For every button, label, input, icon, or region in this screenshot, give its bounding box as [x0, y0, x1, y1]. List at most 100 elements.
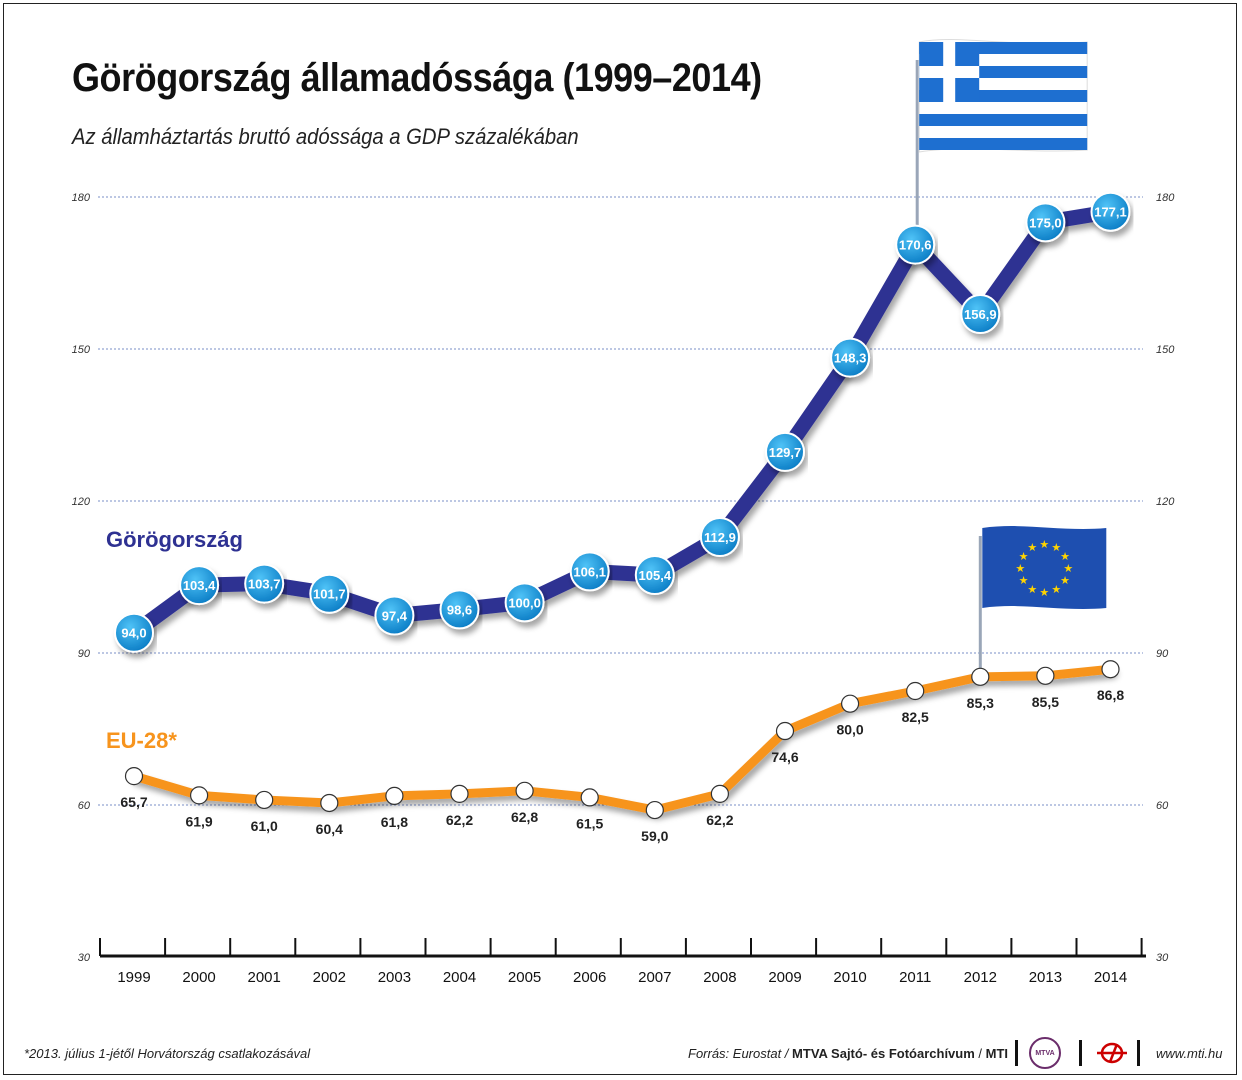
eu-flag-field: [982, 526, 1107, 609]
eu-star-icon: ★: [1027, 541, 1037, 554]
mti-logo-icon: [1097, 1042, 1127, 1064]
eu-star-icon: ★: [1060, 550, 1070, 563]
greece-data-point: [830, 337, 871, 378]
x-tick-label: 2003: [378, 969, 411, 986]
eu-data-label: 85,5: [1032, 694, 1059, 710]
eu-data-label: 61,5: [576, 815, 603, 831]
eu-series-line: [129, 664, 1115, 815]
x-tick-label: 2000: [182, 969, 215, 986]
separator-1: [1015, 1040, 1018, 1066]
eu-star-icon: ★: [1039, 538, 1049, 551]
eu-data-point: [385, 786, 404, 805]
greece-data-label: 98,6: [447, 602, 472, 617]
eu-data-point: [840, 694, 860, 713]
greece-series-line: [126, 204, 1118, 641]
x-tick-label: 2014: [1094, 969, 1127, 986]
x-tick-label: 2006: [573, 969, 606, 986]
eu-data-point: [710, 784, 730, 803]
greece-data-label: 103,7: [248, 577, 281, 592]
eu-data-label: 62,2: [446, 812, 473, 828]
eu-star-icon: ★: [1027, 583, 1037, 596]
eu-data-label: 74,6: [771, 749, 798, 765]
x-tick-label: 2005: [508, 969, 541, 986]
greece-data-label: 105,4: [639, 568, 672, 583]
y-tick-label-right: 180: [1156, 192, 1175, 204]
separator-2: [1079, 1040, 1082, 1066]
page-title: Görögország államadóssága (1999–2014): [72, 56, 762, 100]
x-tick-label: 2013: [1029, 969, 1062, 986]
eu-data-point: [645, 800, 664, 820]
greece-data-label: 106,1: [573, 564, 606, 579]
y-tick-label-right: 60: [1156, 800, 1169, 812]
eu-data-point: [124, 767, 144, 786]
greece-data-point: [699, 516, 740, 557]
greece-data-point: [114, 612, 154, 653]
eu-data-point: [255, 790, 274, 810]
y-tick-label-left: 60: [78, 800, 91, 812]
eu-data-label: 62,8: [511, 809, 538, 825]
greek-flag-stripe: [919, 138, 1088, 150]
source-mti: MTI: [985, 1046, 1009, 1061]
eu-data-point: [775, 721, 795, 741]
x-tick-label: 2007: [638, 969, 671, 986]
greece-data-label: 100,0: [508, 595, 541, 610]
y-tick-label-left: 120: [72, 496, 91, 508]
greece-data-label: 97,4: [382, 609, 408, 624]
x-tick-label: 1999: [117, 969, 150, 986]
greece-data-point: [765, 431, 805, 472]
separator-3: [1137, 1040, 1140, 1066]
eu-data-label: 82,5: [902, 709, 929, 725]
greek-flag-stripe: [919, 114, 1088, 126]
eu-data-point: [1101, 660, 1120, 679]
eu-data-label: 61,9: [185, 813, 212, 829]
source-separator: /: [974, 1046, 986, 1061]
source-org: MTVA Sajtó- és Fotóarchívum: [792, 1046, 975, 1061]
greece-data-point: [634, 554, 675, 595]
greece-data-point: [374, 595, 415, 636]
eu-star-icon: ★: [1051, 583, 1061, 596]
website-url: www.mti.hu: [1156, 1046, 1223, 1061]
mtva-logo-icon: MTVA: [1029, 1037, 1061, 1069]
greece-data-label: 148,3: [834, 351, 867, 366]
eu-star-icon: ★: [1063, 562, 1073, 575]
source-credit: Forrás: Eurostat / MTVA Sajtó- és Fotóar…: [688, 1046, 1008, 1061]
greece-data-label: 129,7: [769, 445, 802, 460]
greece-data-label: 112,9: [704, 530, 736, 545]
x-tick-label: 2008: [703, 969, 736, 986]
eu-data-label: 85,3: [967, 695, 994, 711]
eu-data-point: [580, 788, 599, 807]
greece-data-point: [439, 589, 480, 630]
eu-data-point: [515, 781, 534, 800]
y-tick-label-left: 30: [78, 952, 91, 964]
eu-star-icon: ★: [1015, 562, 1025, 575]
eu-star-icon: ★: [1060, 574, 1070, 587]
y-tick-label-right: 90: [1156, 648, 1169, 660]
greece-data-point: [895, 224, 936, 265]
y-tick-label-left: 180: [72, 192, 91, 204]
eu-data-label: 59,0: [641, 828, 668, 844]
eu-data-point: [1036, 666, 1055, 685]
x-tick-label: 2004: [443, 969, 476, 986]
x-tick-label: 2010: [833, 969, 866, 986]
eu-data-point: [906, 681, 925, 701]
eu-data-point: [190, 786, 209, 805]
eu-data-point: [971, 667, 990, 686]
y-tick-label-left: 150: [72, 344, 91, 356]
x-tick-label: 2001: [248, 969, 281, 986]
greece-data-point: [1090, 191, 1131, 232]
eu-data-label: 61,0: [251, 818, 278, 834]
eu-data-label: 80,0: [836, 722, 863, 738]
y-tick-label-right: 30: [1156, 952, 1169, 964]
footnote: *2013. július 1-jétől Horvátország csatl…: [24, 1046, 311, 1061]
greece-data-label: 156,9: [964, 307, 997, 322]
source-prefix: Forrás: Eurostat /: [688, 1046, 793, 1061]
greece-data-point: [569, 551, 610, 592]
greece-data-label: 177,1: [1094, 205, 1127, 220]
eu-star-icon: ★: [1051, 541, 1061, 554]
greece-data-point: [1025, 202, 1066, 243]
greece-data-point: [960, 294, 1001, 335]
eu-star-icon: ★: [1019, 574, 1029, 587]
y-tick-label-right: 120: [1156, 496, 1175, 508]
eu-data-point: [450, 784, 469, 803]
